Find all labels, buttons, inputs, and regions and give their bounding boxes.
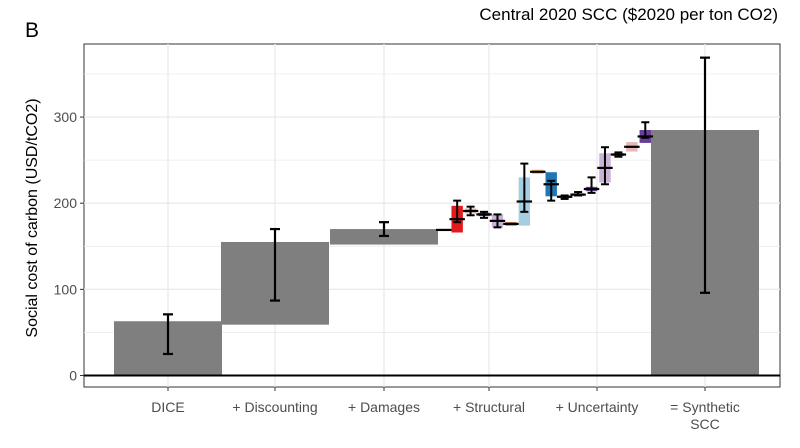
error-bars-layer (163, 56, 710, 356)
x-tick-label: + Damages (348, 399, 420, 415)
x-tick-label: + Structural (453, 399, 525, 415)
x-tick-label: SCC (690, 416, 720, 432)
axis-layer: 0 100 200 300 DICE + Discounting + Damages + St… (54, 109, 780, 432)
panel-label: B (25, 19, 39, 42)
x-tick-label: DICE (151, 399, 184, 415)
chart-title: Central 2020 SCC ($2020 per ton CO2) (479, 5, 778, 24)
y-axis-label: Social cost of carbon (USD/tCO2) (24, 98, 41, 337)
y-tick-label: 0 (69, 368, 77, 384)
y-tick-label: 200 (54, 195, 78, 211)
y-tick-label: 300 (54, 109, 78, 125)
x-tick-label: + Discounting (232, 399, 317, 415)
y-tick-label: 100 (54, 281, 78, 297)
x-tick-label: = Synthetic (670, 399, 740, 415)
x-tick-label: + Uncertainty (556, 399, 639, 415)
